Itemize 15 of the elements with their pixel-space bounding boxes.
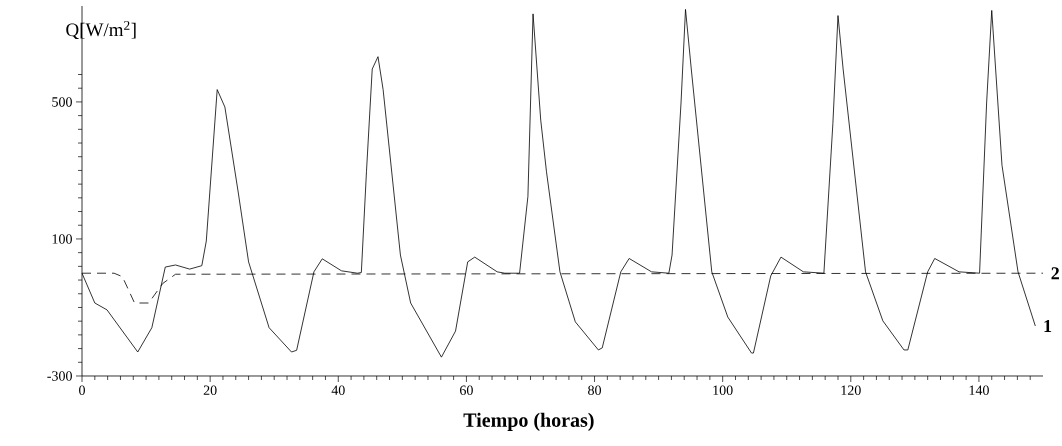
x-axis-title: Tiempo (horas) [463,412,594,431]
y-axis-title: Q[W/m$^{2}$] [66,20,136,40]
x-tick-label: 100 [713,385,733,395]
x-tick-label: 20 [203,385,217,395]
y-tick-label: -300 [47,371,72,381]
x-tick-label: 60 [460,385,473,395]
x-tick-label: 0 [79,385,85,395]
x-tick-label: 140 [969,385,989,395]
x-tick-label: 80 [588,385,601,395]
x-tick-label: 120 [841,385,861,395]
x-tick-label: 40 [331,385,345,395]
series-label: 2 [1051,267,1059,280]
series-label: 1 [1044,320,1052,332]
y-tick-label: 100 [52,234,72,244]
y-tick-label: 500 [52,97,72,107]
